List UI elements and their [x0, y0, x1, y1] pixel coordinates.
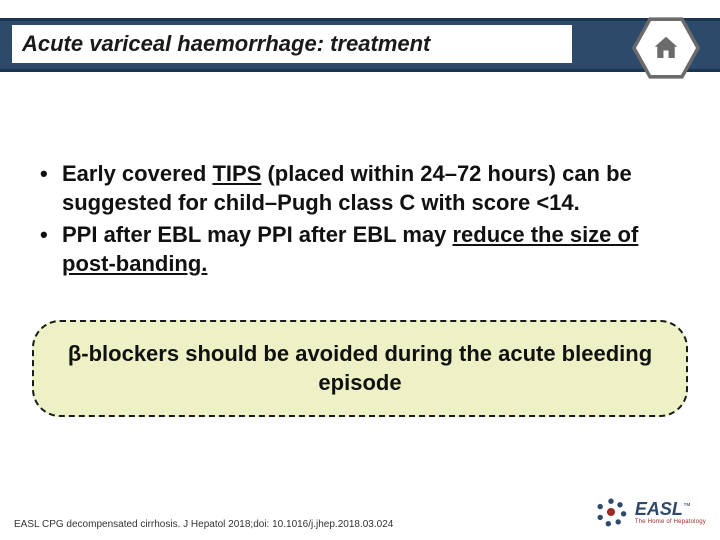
callout-text: β-blockers should be avoided during the …: [64, 340, 656, 397]
title-inner: Acute variceal haemorrhage: treatment: [12, 25, 572, 63]
bullet-item: PPI after EBL may PPI after EBL may redu…: [32, 221, 688, 278]
page-title: Acute variceal haemorrhage: treatment: [22, 31, 430, 57]
callout-box: β-blockers should be avoided during the …: [32, 320, 688, 417]
brand-tagline: The Home of Hepatology: [635, 519, 706, 525]
hex-inner: [636, 18, 696, 78]
brand-glyph-icon: [593, 494, 629, 530]
title-bar: Acute variceal haemorrhage: treatment: [0, 18, 720, 72]
brand-text: EASL™ The Home of Hepatology: [635, 500, 706, 525]
brand-logo: EASL™ The Home of Hepatology: [593, 494, 706, 530]
bullet-text: PPI after EBL may PPI after EBL may: [62, 222, 452, 247]
footer-citation: EASL CPG decompensated cirrhosis. J Hepa…: [14, 519, 393, 530]
bullet-item: Early covered TIPS (placed within 24–72 …: [32, 160, 688, 217]
hex-badge: [632, 14, 700, 82]
bullet-text: Early covered: [62, 161, 212, 186]
bullet-list: Early covered TIPS (placed within 24–72 …: [32, 160, 688, 278]
content-area: Early covered TIPS (placed within 24–72 …: [32, 160, 688, 282]
brand-name: EASL™: [635, 500, 706, 519]
bullet-underline: TIPS: [212, 161, 261, 186]
house-icon: [651, 33, 681, 63]
hex-outer: [632, 14, 700, 82]
